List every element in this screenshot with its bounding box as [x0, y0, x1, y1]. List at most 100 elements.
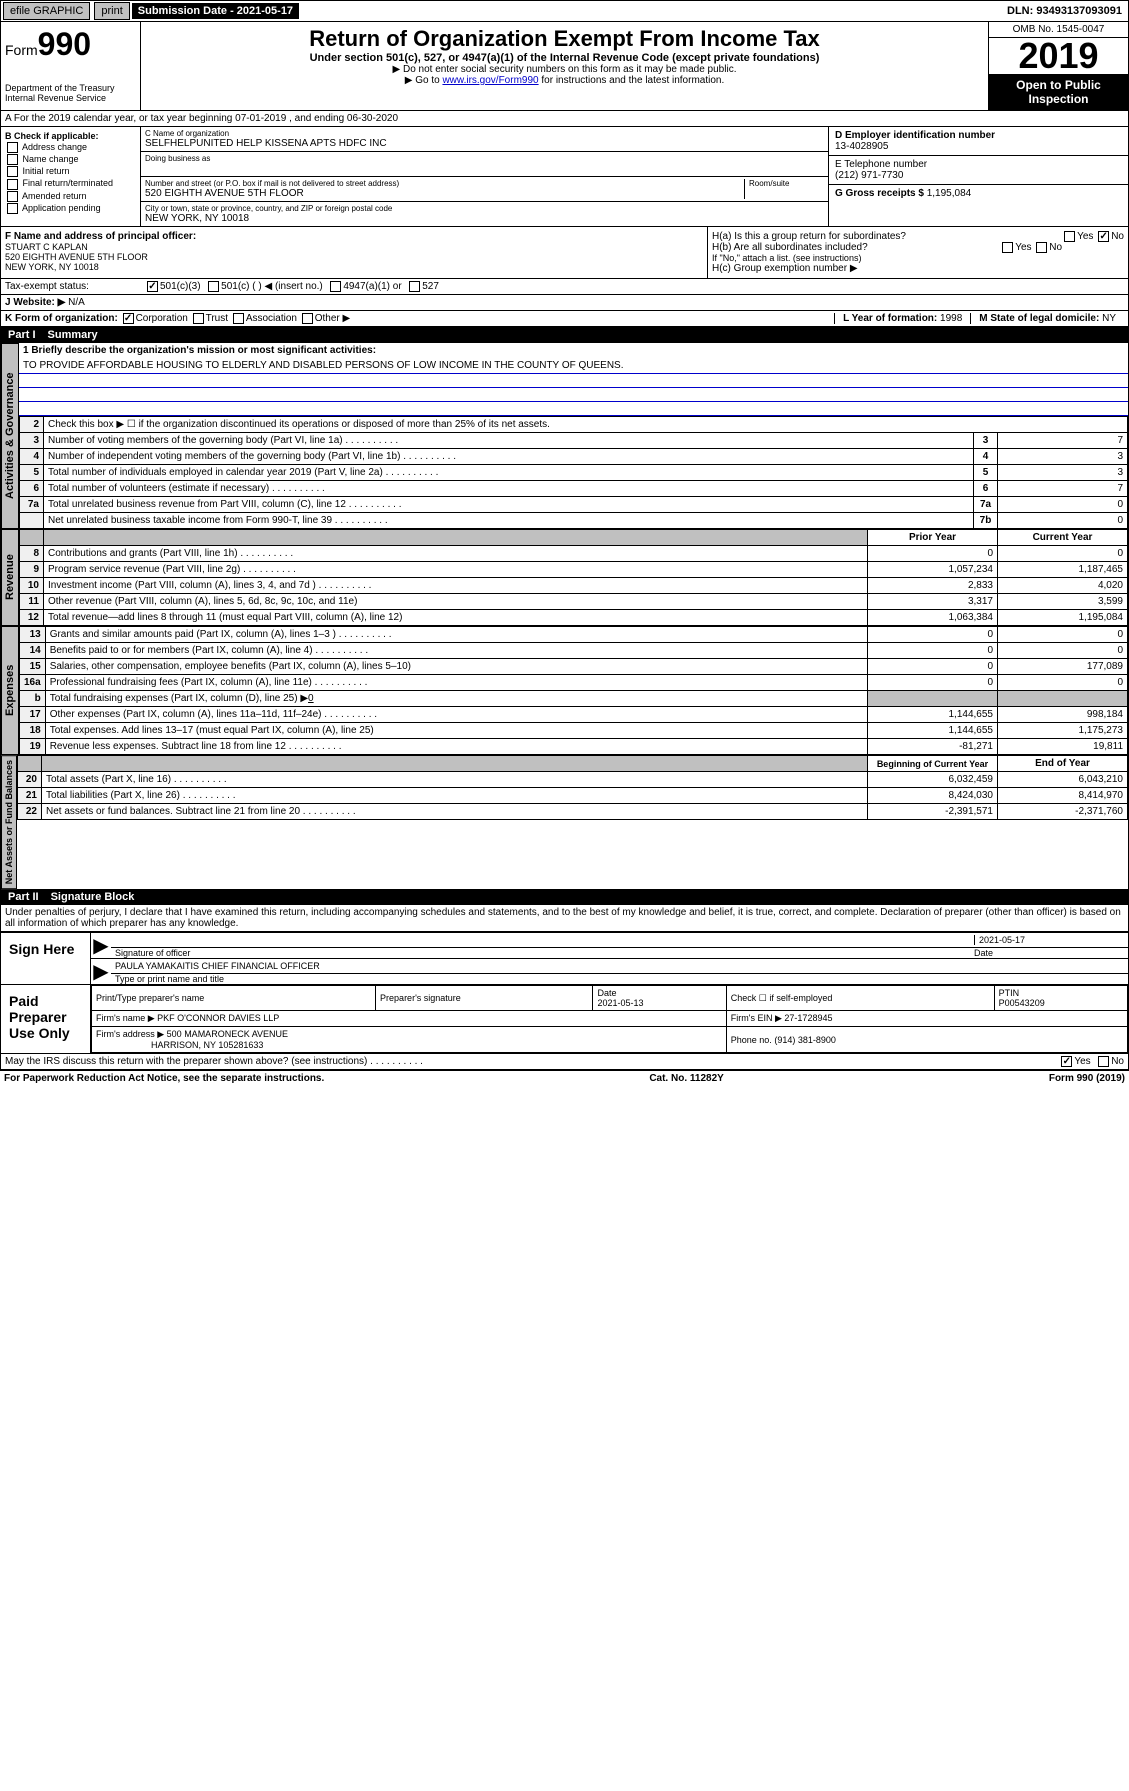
p22: -2,391,571 [868, 804, 998, 820]
hdr-beg: Beginning of Current Year [868, 756, 998, 772]
ein-value: 13-4028905 [835, 141, 1122, 152]
ein-label: D Employer identification number [835, 130, 1122, 141]
paid-h2: Preparer's signature [376, 986, 593, 1011]
hdr-curr: Current Year [998, 530, 1128, 546]
val-7a: 0 [998, 497, 1128, 513]
gross-label: G Gross receipts $ [835, 188, 924, 199]
mission-blank1 [19, 374, 1128, 388]
line-6: Total number of volunteers (estimate if … [44, 481, 974, 497]
line-16b: Total fundraising expenses (Part IX, col… [45, 691, 867, 707]
mission-q: 1 Briefly describe the organization's mi… [19, 343, 1128, 358]
line-17: Other expenses (Part IX, column (A), lin… [45, 707, 867, 723]
part2-label: Part II [8, 891, 39, 903]
line-4: Number of independent voting members of … [44, 449, 974, 465]
chk-527[interactable] [409, 281, 420, 292]
org-form-row: K Form of organization: Corporation Trus… [1, 311, 1128, 326]
line-3: Number of voting members of the governin… [44, 433, 974, 449]
h-b-row: H(b) Are all subordinates included? Yes … [712, 242, 1124, 253]
chk-trust[interactable] [193, 313, 204, 324]
col-b-checkboxes: B Check if applicable: Address change Na… [1, 127, 141, 226]
website-value: N/A [68, 297, 85, 308]
tax-status-label: Tax-exempt status: [5, 281, 145, 292]
date-label: Date [974, 948, 1124, 958]
officer-block: F Name and address of principal officer:… [0, 227, 1129, 279]
note2-pre: ▶ Go to [405, 75, 443, 86]
print-button[interactable]: print [94, 2, 129, 20]
p19: -81,271 [868, 739, 998, 755]
p11: 3,317 [868, 594, 998, 610]
addr-label: Number and street (or P.O. box if mail i… [145, 179, 744, 188]
name-label: C Name of organization [145, 129, 824, 138]
c22: -2,371,760 [998, 804, 1128, 820]
c19: 19,811 [998, 739, 1128, 755]
phone-label: E Telephone number [835, 159, 1122, 170]
chk-assoc[interactable] [233, 313, 244, 324]
officer-addr2: NEW YORK, NY 10018 [5, 262, 703, 272]
chk-501c3[interactable] [147, 281, 158, 292]
p18: 1,144,655 [868, 723, 998, 739]
sign-here-label: Sign Here [1, 933, 91, 984]
line-10: Investment income (Part VIII, column (A)… [44, 578, 868, 594]
discuss-row: May the IRS discuss this return with the… [0, 1054, 1129, 1070]
side-netassets: Net Assets or Fund Balances [1, 755, 17, 889]
footer-mid: Cat. No. 11282Y [649, 1073, 723, 1084]
firm-phone-cell: Phone no. (914) 381-8900 [726, 1027, 1127, 1053]
chk-initial-return[interactable]: Initial return [5, 166, 136, 177]
line-14: Benefits paid to or for members (Part IX… [45, 643, 867, 659]
line-13: Grants and similar amounts paid (Part IX… [45, 627, 867, 643]
chk-corp[interactable] [123, 313, 134, 324]
c12: 1,195,084 [998, 610, 1128, 626]
dept-label: Department of the Treasury Internal Reve… [5, 83, 136, 103]
p20: 6,032,459 [868, 772, 998, 788]
c11: 3,599 [998, 594, 1128, 610]
chk-other[interactable] [302, 313, 313, 324]
part1-label: Part I [8, 329, 36, 341]
identity-grid: B Check if applicable: Address change Na… [0, 127, 1129, 227]
p13: 0 [868, 627, 998, 643]
tax-year: 2019 [989, 38, 1128, 74]
line-8: Contributions and grants (Part VIII, lin… [44, 546, 868, 562]
tax-status-row: Tax-exempt status: 501(c)(3) 501(c) ( ) … [1, 279, 1128, 295]
officer-sig-name: PAULA YAMAKAITIS CHIEF FINANCIAL OFFICER [111, 959, 1128, 974]
mission-blank3 [19, 402, 1128, 416]
governance-table: 2Check this box ▶ ☐ if the organization … [19, 416, 1128, 529]
efile-label: efile GRAPHIC [3, 2, 90, 20]
chk-app-pending[interactable]: Application pending [5, 203, 136, 214]
org-name: SELFHELPUNITED HELP KISSENA APTS HDFC IN… [145, 138, 824, 149]
chk-discuss-yes[interactable] [1061, 1056, 1072, 1067]
form-990-num: 990 [38, 26, 91, 62]
irs-link[interactable]: www.irs.gov/Form990 [442, 75, 538, 86]
paid-date-cell: Date2021-05-13 [593, 986, 726, 1011]
line-16a: Professional fundraising fees (Part IX, … [45, 675, 867, 691]
dln-label: DLN: 93493137093091 [1001, 3, 1128, 19]
chk-address-change[interactable]: Address change [5, 142, 136, 153]
part2-title: Signature Block [51, 891, 135, 903]
discuss-label: May the IRS discuss this return with the… [5, 1056, 423, 1067]
line-11: Other revenue (Part VIII, column (A), li… [44, 594, 868, 610]
note2-post: for instructions and the latest informat… [539, 75, 725, 86]
hb-label: H(b) Are all subordinates included? [712, 242, 868, 253]
paid-h1: Print/Type preparer's name [92, 986, 376, 1011]
org-address: 520 EIGHTH AVENUE 5TH FLOOR [145, 188, 744, 199]
row-a: A For the 2019 calendar year, or tax yea… [0, 111, 1129, 127]
chk-final-return[interactable]: Final return/terminated [5, 178, 136, 189]
paid-ptin-cell: PTINP00543209 [994, 986, 1127, 1011]
c9: 1,187,465 [998, 562, 1128, 578]
footer-right: Form 990 (2019) [1049, 1073, 1125, 1084]
side-governance: Activities & Governance [1, 343, 19, 529]
chk-4947[interactable] [330, 281, 341, 292]
chk-amended[interactable]: Amended return [5, 191, 136, 202]
netassets-table: Beginning of Current YearEnd of Year 20T… [17, 755, 1128, 820]
l-val: 1998 [940, 313, 962, 324]
firm-ein-cell: Firm's EIN ▶ 27-1728945 [726, 1011, 1127, 1027]
chk-name-change[interactable]: Name change [5, 154, 136, 165]
form-note1: ▶ Do not enter social security numbers o… [145, 64, 984, 75]
val-7b: 0 [998, 513, 1128, 529]
part1-header: Part I Summary [0, 327, 1129, 343]
val-3: 7 [998, 433, 1128, 449]
form-subtitle: Under section 501(c), 527, or 4947(a)(1)… [145, 52, 984, 64]
chk-discuss-no[interactable] [1098, 1056, 1109, 1067]
h-c-row: H(c) Group exemption number ▶ [712, 263, 1124, 274]
chk-501c[interactable] [208, 281, 219, 292]
p15: 0 [868, 659, 998, 675]
